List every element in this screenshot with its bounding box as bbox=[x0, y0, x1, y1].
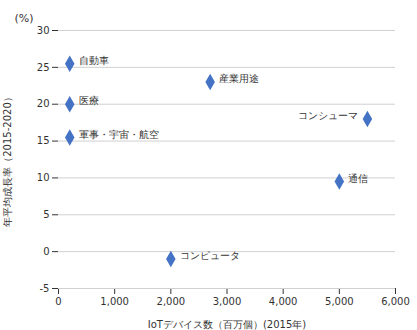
svg-text:-5: -5 bbox=[40, 283, 50, 294]
svg-text:(%): (%) bbox=[15, 12, 34, 25]
svg-text:通信: 通信 bbox=[348, 173, 368, 184]
svg-text:15: 15 bbox=[37, 135, 50, 146]
svg-text:IoTデバイス数（百万個）(2015年): IoTデバイス数（百万個）(2015年) bbox=[148, 319, 307, 330]
svg-text:10: 10 bbox=[37, 172, 50, 183]
svg-text:0: 0 bbox=[55, 296, 61, 307]
svg-text:4,000: 4,000 bbox=[269, 296, 298, 307]
svg-text:年平均成長率（2015-2020）: 年平均成長率（2015-2020） bbox=[2, 92, 13, 227]
svg-text:産業用途: 産業用途 bbox=[219, 73, 259, 84]
svg-text:自動車: 自動車 bbox=[79, 55, 109, 66]
svg-text:2,000: 2,000 bbox=[157, 296, 186, 307]
svg-text:コンシューマ: コンシューマ bbox=[298, 110, 358, 121]
svg-text:20: 20 bbox=[37, 98, 50, 109]
svg-text:1,000: 1,000 bbox=[100, 296, 129, 307]
svg-text:25: 25 bbox=[37, 62, 50, 73]
svg-text:軍事・宇宙・航空: 軍事・宇宙・航空 bbox=[79, 129, 159, 140]
svg-text:5,000: 5,000 bbox=[325, 296, 354, 307]
svg-text:3,000: 3,000 bbox=[213, 296, 242, 307]
svg-text:6,000: 6,000 bbox=[381, 296, 410, 307]
svg-text:医療: 医療 bbox=[79, 95, 99, 106]
svg-text:30: 30 bbox=[37, 25, 50, 36]
svg-text:コンピュータ: コンピュータ bbox=[180, 250, 240, 261]
svg-text:0: 0 bbox=[43, 246, 49, 257]
svg-text:5: 5 bbox=[43, 209, 49, 220]
